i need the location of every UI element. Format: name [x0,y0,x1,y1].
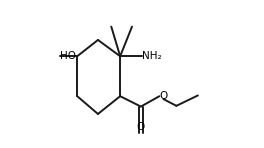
Text: O: O [160,91,168,101]
Text: NH₂: NH₂ [142,51,162,61]
Text: HO: HO [60,51,76,61]
Text: O: O [137,122,145,132]
